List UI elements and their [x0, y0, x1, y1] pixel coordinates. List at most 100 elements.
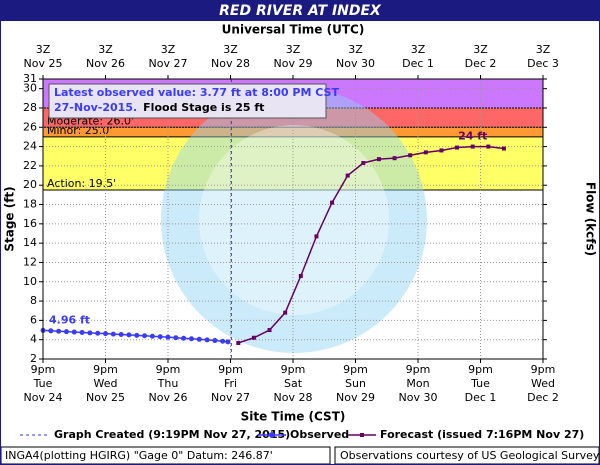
- observed-point: [56, 328, 62, 334]
- x-tick-label: 9pm: [468, 363, 493, 376]
- x-tick-label: Thu: [157, 377, 179, 390]
- x2-tick-label: 3Z: [348, 43, 363, 56]
- y-tick-label: 30: [23, 82, 37, 95]
- forecast-point: [376, 157, 381, 162]
- footer-datum: INGA4(plotting HGIRG) "Gage 0" Datum: 24…: [5, 449, 273, 462]
- watermark: [161, 87, 427, 353]
- forecast-point: [423, 150, 428, 155]
- x-tick-label: 9pm: [281, 363, 306, 376]
- y-tick-label: 16: [23, 217, 37, 230]
- x2-axis-title: Universal Time (UTC): [222, 23, 365, 37]
- forecast-point: [470, 144, 475, 149]
- x2-tick-label: Nov 27: [149, 57, 188, 70]
- observed-point: [126, 332, 132, 338]
- x-tick-label: Nov 28: [274, 391, 313, 404]
- x-tick-label: Dec 2: [527, 391, 559, 404]
- y-tick-label: 10: [23, 275, 37, 288]
- x-axis-title: Site Time (CST): [241, 410, 346, 424]
- observed-point: [173, 335, 179, 341]
- y-tick-label: 8: [30, 294, 37, 307]
- observed-point: [142, 333, 148, 339]
- observed-point: [157, 334, 163, 340]
- observed-point: [204, 337, 210, 343]
- observed-point: [63, 329, 69, 335]
- forecast-point: [392, 156, 397, 161]
- title-bar: [0, 0, 600, 21]
- observed-point: [181, 335, 187, 341]
- x2-tick-label: Nov 29: [274, 57, 313, 70]
- x2-tick-label: 3Z: [98, 43, 113, 56]
- legend-marker: [360, 433, 364, 437]
- x-tick-label: Nov 24: [24, 391, 63, 404]
- y-tick-label: 4: [30, 333, 37, 346]
- x-tick-label: Mon: [406, 377, 429, 390]
- y2-axis-title: Flow (kcfs): [584, 182, 598, 256]
- y-tick-label: 14: [23, 236, 37, 249]
- forecast-point: [408, 153, 413, 158]
- value-label: 4.96 ft: [49, 313, 90, 326]
- legend-marker: [269, 432, 275, 438]
- forecast-point: [283, 310, 288, 315]
- forecast-point: [486, 144, 491, 149]
- y-tick-label: 12: [23, 255, 37, 268]
- forecast-point: [439, 148, 444, 153]
- observed-point: [103, 331, 108, 337]
- x-tick-label: Nov 25: [86, 391, 125, 404]
- x2-tick-label: Nov 25: [24, 57, 63, 70]
- x2-tick-label: 3Z: [36, 43, 51, 56]
- x-tick-label: Nov 27: [211, 391, 250, 404]
- x2-tick-label: Nov 30: [336, 57, 375, 70]
- y-axis-title: Stage (ft): [3, 186, 17, 251]
- observed-point: [149, 333, 155, 339]
- x2-tick-label: Dec 1: [402, 57, 434, 70]
- x2-tick-label: 3Z: [286, 43, 301, 56]
- annotation: Flood Stage is 25 ft: [143, 101, 264, 114]
- y-tick-label: 28: [23, 101, 37, 114]
- observed-point: [110, 331, 116, 337]
- forecast-point: [361, 161, 366, 165]
- legend-label: Observed: [290, 428, 349, 441]
- x-tick-label: Tue: [33, 377, 53, 390]
- series-line: [238, 145, 505, 344]
- forecast-point: [330, 200, 335, 205]
- x2-tick-label: 3Z: [536, 43, 551, 56]
- x-tick-label: Sun: [345, 377, 366, 390]
- forecast-point: [236, 340, 241, 345]
- x-tick-label: Dec 1: [465, 391, 497, 404]
- y-tick-label: 6: [30, 313, 37, 326]
- footer-credit: Observations courtesy of US Geological S…: [340, 449, 600, 462]
- forecast-point: [267, 328, 272, 333]
- x2-tick-label: 3Z: [223, 43, 238, 56]
- y-tick-label: 24: [23, 140, 37, 153]
- x-tick-label: 9pm: [343, 363, 368, 376]
- annotation: 27-Nov-2015.: [54, 101, 137, 114]
- y-tick-label: 20: [23, 178, 37, 191]
- observed-point: [79, 329, 85, 335]
- x-tick-label: 9pm: [531, 363, 556, 376]
- observed-point: [188, 336, 194, 342]
- y-tick-label: 26: [23, 120, 37, 133]
- x-tick-label: 9pm: [156, 363, 181, 376]
- legend-label: Forecast (issued 7:16PM Nov 27): [380, 428, 584, 441]
- observed-point: [118, 331, 124, 337]
- x-tick-label: 9pm: [93, 363, 118, 376]
- chart-title: RED RIVER AT INDEX: [219, 3, 382, 19]
- forecast-point: [298, 273, 303, 278]
- observed-point: [196, 336, 202, 342]
- flood-band: [43, 127, 543, 137]
- x-tick-label: Nov 29: [336, 391, 375, 404]
- x-tick-label: Wed: [531, 377, 555, 390]
- x-tick-label: Wed: [94, 377, 118, 390]
- annotation-box: [48, 83, 327, 119]
- observed-point: [165, 334, 171, 340]
- x-tick-label: 9pm: [31, 363, 56, 376]
- legend-label: Graph Created (9:19PM Nov 27, 2015): [54, 428, 290, 441]
- y-tick-label: 22: [23, 159, 37, 172]
- forecast-point: [455, 145, 460, 150]
- x-tick-label: Nov 26: [149, 391, 188, 404]
- observed-point: [71, 329, 77, 335]
- annotation: Latest observed value: 3.77 ft at 8:00 P…: [54, 86, 339, 99]
- observed-point: [48, 328, 54, 334]
- x-tick-label: Fri: [224, 377, 237, 390]
- watermark: [199, 125, 389, 315]
